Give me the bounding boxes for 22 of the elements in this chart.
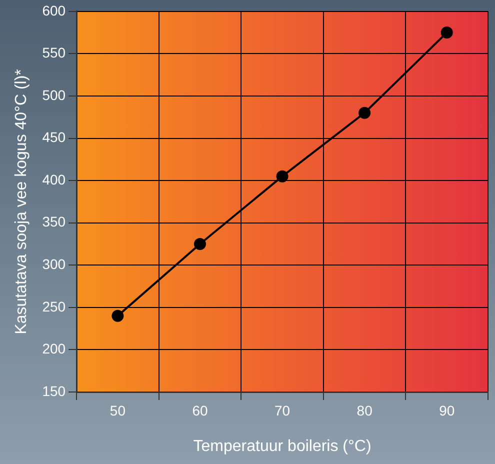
y-tick-label: 350 — [42, 214, 66, 230]
y-tick-label: 500 — [42, 86, 66, 103]
point — [440, 26, 453, 39]
point — [194, 238, 206, 250]
x-tick-label: 70 — [274, 402, 290, 418]
y-tick-label: 200 — [42, 340, 66, 357]
x-tick-label: 50 — [110, 402, 126, 418]
y-tick-label: 400 — [42, 171, 66, 188]
y-tick-label: 250 — [42, 298, 66, 314]
point — [358, 106, 371, 119]
y-axis-title: Kasutatava sooja vee kogus 40°C (l)* — [13, 69, 30, 334]
y-tick-label: 550 — [42, 44, 66, 61]
y-tick-label: 150 — [42, 382, 66, 399]
y-tick-label: 600 — [42, 2, 66, 18]
x-tick-label: 90 — [439, 402, 455, 418]
y-tick-label: 300 — [42, 256, 66, 272]
point — [276, 170, 288, 182]
x-tick-label: 80 — [356, 402, 373, 418]
x-tick-label: 60 — [192, 402, 208, 418]
point — [112, 310, 124, 322]
y-tick-label: 450 — [42, 129, 66, 146]
x-axis-title: Temperatuur boileris (°C) — [193, 438, 372, 455]
